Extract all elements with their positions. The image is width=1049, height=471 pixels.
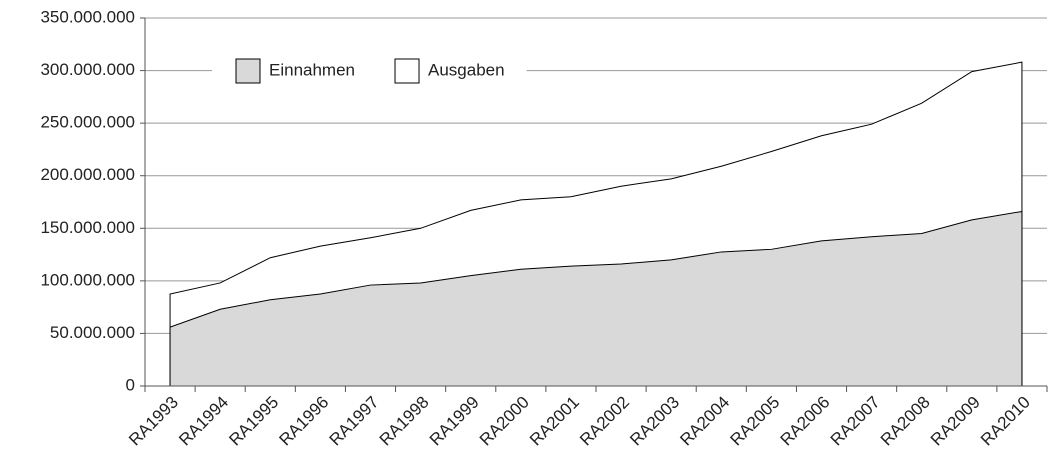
x-tick-label: RA2005 (727, 393, 784, 450)
legend-swatch (394, 58, 420, 84)
y-tick-label: 50.000.000 (50, 323, 135, 342)
x-tick-label: RA2000 (476, 393, 533, 450)
y-tick-label: 250.000.000 (40, 113, 135, 132)
legend-label: Einnahmen (269, 60, 355, 79)
x-tick-label: RA1995 (225, 393, 282, 450)
legend-label: Ausgaben (428, 60, 505, 79)
x-tick-label: RA2010 (977, 393, 1034, 450)
x-tick-label: RA2007 (827, 393, 884, 450)
x-tick-label: RA1996 (276, 393, 333, 450)
legend-swatch (235, 58, 261, 84)
x-tick-label: RA1999 (426, 393, 483, 450)
x-tick-label: RA2004 (676, 393, 733, 450)
x-tick-label: RA2002 (576, 393, 633, 450)
y-tick-label: 100.000.000 (40, 270, 135, 289)
x-tick-label: RA2001 (526, 393, 583, 450)
y-tick-label: 300.000.000 (40, 60, 135, 79)
x-tick-label: RA1998 (376, 393, 433, 450)
y-tick-label: 350.000.000 (40, 7, 135, 26)
legend-background (212, 55, 527, 87)
x-tick-label: RA1994 (175, 393, 232, 450)
x-tick-label: RA1997 (326, 393, 383, 450)
y-tick-label: 150.000.000 (40, 218, 135, 237)
y-tick-label: 200.000.000 (40, 165, 135, 184)
x-tick-label: RA2006 (777, 393, 834, 450)
x-tick-label: RA2009 (927, 393, 984, 450)
y-tick-label: 0 (126, 375, 135, 394)
x-tick-label: RA1993 (125, 393, 182, 450)
x-tick-label: RA2003 (626, 393, 683, 450)
area (169, 210, 1023, 387)
x-tick-label: RA2008 (877, 393, 934, 450)
